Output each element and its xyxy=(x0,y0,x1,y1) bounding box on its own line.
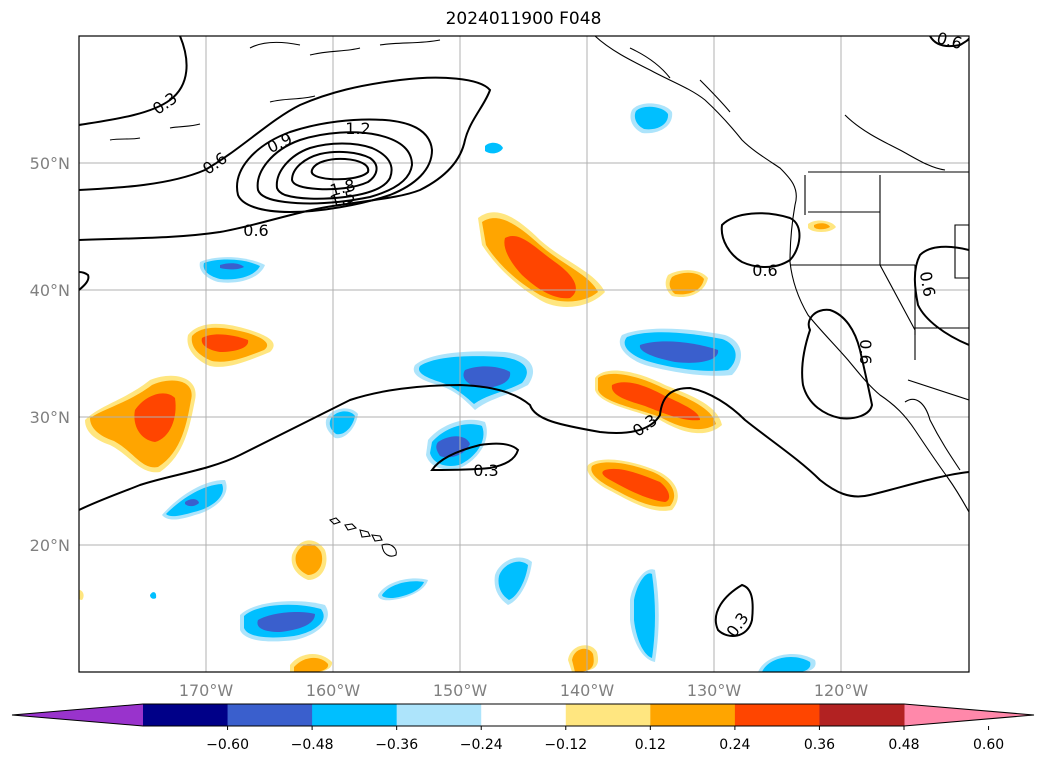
lat-label: 40°N xyxy=(30,281,70,300)
shaded-anomalies xyxy=(79,103,836,672)
negative-anomaly-blob xyxy=(413,351,534,410)
latitude-labels: 50°N 40°N 30°N 20°N xyxy=(30,154,70,555)
lat-label: 30°N xyxy=(30,408,70,427)
negative-anomaly-blob xyxy=(619,328,742,376)
colorbar: −0.60 −0.48 −0.36 −0.24 −0.12 0.12 0.24 0.36 0.4… xyxy=(11,703,1035,753)
colorbar-extend-left xyxy=(12,704,143,726)
colorbar-segment xyxy=(396,704,482,726)
colorbar-segment xyxy=(650,704,736,726)
map-area xyxy=(79,36,969,672)
positive-anomaly-blob xyxy=(568,645,599,672)
lat-label: 50°N xyxy=(30,154,70,173)
positive-anomaly-blob xyxy=(187,323,274,367)
lon-label: 170°W xyxy=(179,681,234,700)
colorbar-tick-label: −0.24 xyxy=(460,737,503,753)
gridlines xyxy=(79,36,969,672)
positive-anomaly-blob xyxy=(478,212,605,307)
contour-label: 0.6 xyxy=(752,261,777,280)
lon-label: 150°W xyxy=(433,681,488,700)
negative-anomaly-blob xyxy=(630,569,659,662)
lat-label: 20°N xyxy=(30,536,70,555)
positive-anomaly-blob xyxy=(290,654,333,672)
contours xyxy=(79,36,969,637)
negative-anomaly-blob xyxy=(240,601,328,642)
colorbar-segment xyxy=(734,704,820,726)
lon-label: 120°W xyxy=(814,681,869,700)
contour-label: 0.6 xyxy=(856,339,875,364)
colorbar-tick-label: 0.12 xyxy=(635,737,666,753)
colorbar-segment xyxy=(143,704,229,726)
colorbar-tick-label: −0.60 xyxy=(206,737,249,753)
positive-anomaly-blob xyxy=(587,459,678,511)
lon-label: 160°W xyxy=(306,681,361,700)
negative-anomaly-blob xyxy=(378,578,428,601)
colorbar-tick-label: −0.36 xyxy=(375,737,418,753)
negative-anomaly-blob xyxy=(630,103,673,134)
contour-label: 0.6 xyxy=(243,221,268,240)
contour-label: 0.3 xyxy=(473,461,498,480)
contour-label: 1.2 xyxy=(345,119,370,138)
colorbar-tick-label: 0.36 xyxy=(804,737,835,753)
map-frame xyxy=(78,35,970,673)
colorbar-ticks: −0.60 −0.48 −0.36 −0.24 −0.12 0.12 0.24 0.36 0.4… xyxy=(206,726,1004,753)
lon-label: 130°W xyxy=(687,681,742,700)
contour-label: 0.6 xyxy=(916,270,939,298)
colorbar-outline xyxy=(11,703,1035,727)
colorbar-segment xyxy=(481,704,567,726)
lon-label: 140°W xyxy=(560,681,615,700)
colorbar-segment xyxy=(227,704,313,726)
colorbar-segment xyxy=(819,704,905,726)
negative-anomaly-blob xyxy=(426,419,487,470)
colorbar-segments xyxy=(143,704,905,726)
colorbar-tick-label: 0.60 xyxy=(973,737,1004,753)
colorbar-segment xyxy=(312,704,398,726)
positive-anomaly-blob xyxy=(814,223,830,230)
negative-anomaly-blob xyxy=(485,142,503,154)
colorbar-extend-right xyxy=(904,704,1034,726)
positive-anomaly-blob xyxy=(595,370,722,434)
coastlines xyxy=(109,36,969,557)
positive-anomaly-blob xyxy=(79,589,84,600)
longitude-labels: 170°W 160°W 150°W 140°W 130°W 120°W xyxy=(179,681,869,700)
colorbar-segment xyxy=(565,704,651,726)
negative-anomaly-blob xyxy=(199,257,265,283)
colorbar-tick-label: 0.48 xyxy=(888,737,919,753)
colorbar-tick-label: −0.48 xyxy=(291,737,334,753)
positive-anomaly-blob xyxy=(291,540,327,580)
negative-anomaly-blob xyxy=(162,480,227,520)
map-title: 2024011900 F048 xyxy=(445,9,602,29)
negative-anomaly-blob xyxy=(758,653,816,672)
negative-anomaly-blob xyxy=(150,592,157,599)
positive-anomaly-blob xyxy=(85,375,196,473)
negative-anomaly-blob xyxy=(494,557,532,605)
colorbar-tick-label: 0.24 xyxy=(719,737,750,753)
colorbar-tick-label: −0.12 xyxy=(544,737,587,753)
